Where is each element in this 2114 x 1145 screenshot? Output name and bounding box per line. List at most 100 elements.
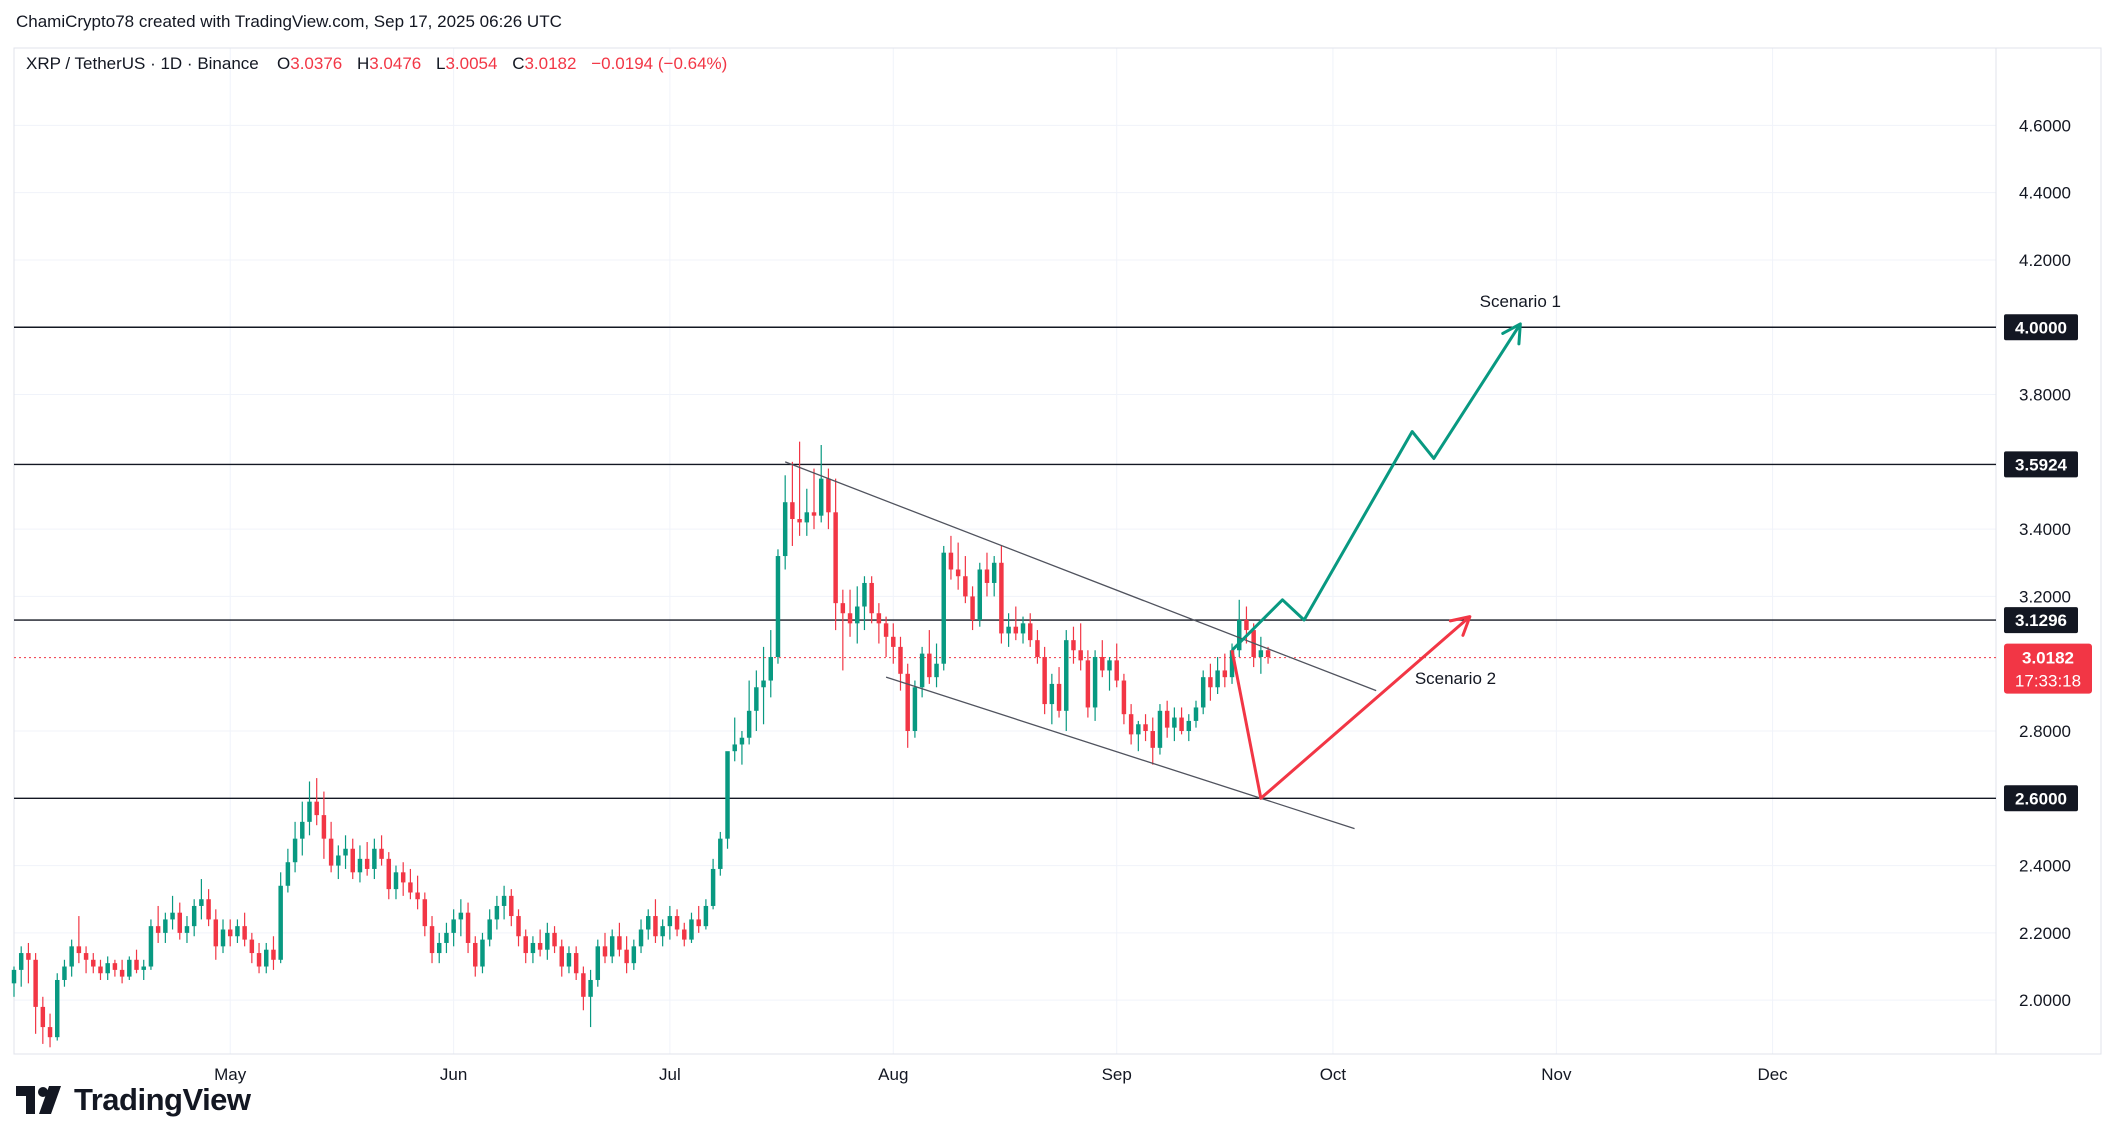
candle-body	[984, 569, 990, 583]
candle-body	[775, 556, 781, 657]
x-tick-label: Nov	[1541, 1065, 1572, 1084]
candle-body	[76, 946, 82, 954]
candle-body	[379, 848, 384, 859]
candle-body	[573, 953, 579, 974]
candle-body	[790, 502, 795, 520]
candle-body	[999, 562, 1004, 634]
candle-body	[487, 919, 492, 940]
candle-body	[220, 929, 226, 947]
candle-body	[1049, 683, 1055, 705]
level-price-label: 3.5924	[2015, 455, 2068, 474]
candle-body	[134, 959, 139, 970]
ohlc-readout: O3.0376 H3.0476 L3.0054 C3.0182 −0.0194 …	[277, 54, 727, 73]
candle-body	[249, 939, 255, 954]
chart-frame	[13, 47, 2102, 1055]
x-tick-label: Sep	[1102, 1065, 1132, 1084]
candle-body	[761, 680, 766, 688]
candle-body	[588, 979, 593, 997]
candle-body	[927, 653, 932, 678]
candle-body	[1006, 626, 1011, 634]
symbol-title: XRP / TetherUS · 1D · Binance	[26, 54, 259, 73]
candle-body	[105, 963, 110, 974]
x-tick-label: Jun	[440, 1065, 467, 1084]
candle-body	[1157, 710, 1163, 748]
time-axis[interactable]: May Jun Jul Aug Sep Oct Nov Dec	[214, 1065, 1788, 1084]
candle-body	[314, 801, 319, 816]
candle-body	[1229, 650, 1235, 678]
candle-body	[357, 858, 363, 873]
candle-body	[112, 963, 118, 970]
y-tick-label: 4.6000	[2019, 116, 2071, 135]
candle-body	[530, 942, 536, 954]
candle-body	[696, 919, 701, 927]
candle-body	[184, 926, 190, 933]
candle-body	[1193, 707, 1199, 721]
x-tick-label: May	[214, 1065, 247, 1084]
candle-body	[833, 512, 838, 604]
candle-body	[170, 912, 175, 920]
candle-body	[1222, 670, 1228, 678]
candle-body	[948, 552, 954, 570]
candle-body	[754, 687, 759, 711]
candle-body	[1179, 717, 1184, 732]
level-price-tag	[2004, 607, 2078, 634]
candle-body	[271, 949, 276, 960]
candle-body	[905, 673, 910, 732]
candle-body	[83, 953, 89, 960]
candle-body	[826, 478, 831, 513]
candle-body	[1064, 640, 1069, 711]
candle-body	[991, 562, 997, 583]
candle-body	[264, 949, 269, 967]
candle-body	[1128, 714, 1134, 735]
candle-body	[285, 862, 291, 886]
bar-countdown: 17:33:18	[2015, 672, 2081, 691]
candlestick-series	[11, 441, 1271, 1048]
candle-body	[364, 858, 370, 869]
candle-body	[1042, 656, 1047, 705]
candle-body	[537, 942, 543, 950]
candle-body	[386, 858, 392, 890]
candle-body	[155, 926, 161, 933]
x-tick-label: Dec	[1757, 1065, 1788, 1084]
y-tick-label: 3.8000	[2019, 386, 2071, 405]
y-tick-label: 2.8000	[2019, 722, 2071, 741]
candle-body	[1114, 660, 1119, 681]
candle-body	[69, 946, 74, 967]
candle-body	[970, 596, 975, 620]
candle-body	[660, 926, 665, 937]
x-tick-label: Jul	[659, 1065, 681, 1084]
candle-body	[1150, 731, 1155, 748]
y-tick-label: 4.2000	[2019, 251, 2071, 270]
candle-body	[552, 932, 557, 947]
tradingview-logo[interactable]: TradingView	[16, 1080, 251, 1120]
price-axis[interactable]: 2.0000 2.2000 2.4000 2.6000 2.8000 3.2000 3.40…	[2004, 116, 2092, 1010]
candle-body	[811, 512, 817, 516]
tradingview-wordmark: TradingView	[74, 1082, 251, 1117]
candle-body	[566, 953, 572, 967]
horizontal-levels	[14, 326, 1996, 799]
candle-body	[862, 582, 867, 607]
candle-body	[47, 1027, 53, 1038]
candle-body	[393, 872, 399, 890]
channel-trendline	[784, 461, 1377, 692]
candle-body	[782, 502, 788, 557]
candle-body	[55, 979, 60, 1038]
candle-body	[1136, 724, 1141, 735]
candle-body	[523, 936, 528, 954]
candle-body	[321, 815, 327, 839]
candle-body	[33, 959, 38, 1007]
candle-body	[148, 926, 154, 967]
candle-body	[674, 916, 680, 930]
candle-body	[480, 939, 485, 967]
level-price-tag	[2004, 785, 2078, 812]
candle-body	[710, 868, 716, 906]
candle-body	[11, 969, 17, 984]
candle-body	[977, 569, 983, 620]
candle-body	[1092, 656, 1098, 708]
candle-body	[436, 942, 442, 954]
candle-body	[501, 895, 507, 906]
candle-body	[18, 953, 24, 970]
candle-body	[177, 912, 183, 933]
channel-trendline	[885, 676, 1355, 830]
